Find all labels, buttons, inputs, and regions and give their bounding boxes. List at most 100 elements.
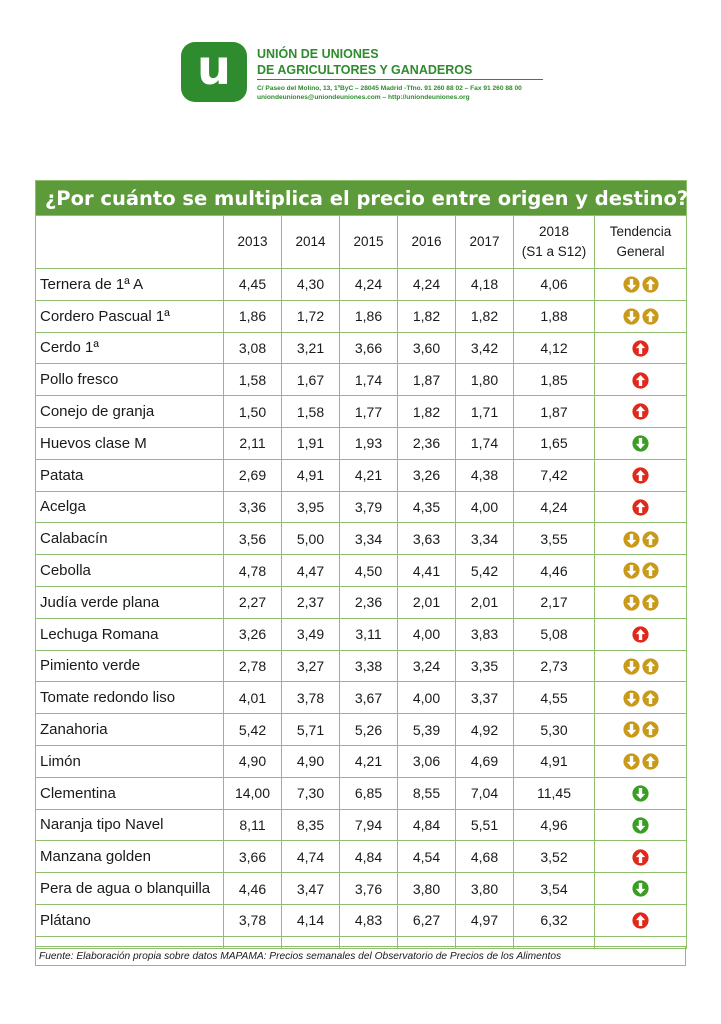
- multiplier-value: 2,37: [281, 585, 340, 619]
- table-row: Lechuga Romana 3,26 3,49 3,11 4,00 3,83 5,08: [35, 617, 688, 651]
- multiplier-value: 3,35: [455, 649, 514, 683]
- multiplier-value: 1,86: [339, 299, 398, 333]
- table-row: Conejo de granja 1,50 1,58 1,77 1,82 1,71 1,87: [35, 395, 688, 428]
- organization-name-line2: DE AGRICULTORES Y GANADEROS: [257, 63, 473, 77]
- table-row: Zanahoria 5,42 5,71 5,26 5,39 4,92 5,30: [35, 713, 688, 746]
- table-row: Huevos clase M 2,11 1,91 1,93 2,36 1,74 1,65: [35, 426, 688, 460]
- trend-indicator-up: [632, 372, 649, 389]
- multiplier-value: 4,84: [397, 808, 456, 842]
- multiplier-value: 4,24: [339, 268, 398, 301]
- product-name: Manzana golden: [35, 840, 224, 874]
- multiplier-value: 5,08: [513, 617, 595, 651]
- multiplier-value: 4,00: [397, 617, 456, 651]
- multiplier-value: 3,63: [397, 522, 456, 556]
- multiplier-value: 1,87: [397, 363, 456, 397]
- trend-cell: [593, 776, 688, 810]
- trend-cell: [593, 872, 688, 905]
- product-name: Conejo de granja: [35, 395, 224, 428]
- multiplier-value: 3,79: [339, 490, 398, 524]
- multiplier-value: 4,35: [397, 490, 456, 524]
- multiplier-value: 11,45: [513, 776, 595, 810]
- product-name: Plátano: [35, 903, 224, 937]
- column-header: 2018 (S1 a S12): [513, 215, 595, 269]
- multiplier-value: 5,42: [223, 713, 282, 746]
- multiplier-value: 1,88: [513, 299, 595, 333]
- table-row: Clementina 14,00 7,30 6,85 8,55 7,04 11,45: [35, 776, 688, 810]
- multiplier-value: 4,14: [281, 903, 340, 937]
- multiplier-value: 4,68: [455, 840, 514, 874]
- organization-contact: C/ Paseo del Molino, 13, 1ºByC – 28045 M…: [257, 84, 522, 102]
- multiplier-value: 4,24: [397, 268, 456, 301]
- trend-indicator-up: [632, 626, 649, 643]
- multiplier-value: 3,55: [513, 522, 595, 556]
- multiplier-value: 1,91: [281, 426, 340, 460]
- arrow-down-icon: [622, 594, 640, 611]
- multiplier-value: 2,01: [455, 585, 514, 619]
- trend-cell: [593, 395, 688, 428]
- multiplier-value: 3,78: [281, 681, 340, 715]
- multiplier-value: 7,94: [339, 808, 398, 842]
- table-row: Tomate redondo liso 4,01 3,78 3,67 4,00 3,37 4…: [35, 681, 688, 715]
- multiplier-value: 2,27: [223, 585, 282, 619]
- multiplier-value: 1,77: [339, 395, 398, 428]
- multiplier-value: 4,91: [281, 458, 340, 492]
- arrow-up-icon: [641, 721, 659, 739]
- arrow-up-icon: [632, 340, 649, 357]
- product-name: Limón: [35, 744, 224, 778]
- column-header: Tendencia General: [593, 215, 688, 269]
- product-name: Lechuga Romana: [35, 617, 224, 651]
- arrow-down-icon: [622, 658, 640, 675]
- multiplier-value: 3,34: [455, 522, 514, 556]
- multiplier-value: 4,06: [513, 268, 595, 301]
- multiplier-value: 4,01: [223, 681, 282, 715]
- multiplier-value: 6,85: [339, 776, 398, 810]
- price-multiplier-table: ¿Por cuánto se multiplica el precio entr…: [34, 180, 688, 949]
- multiplier-value: 4,54: [397, 840, 456, 874]
- product-name: Pollo fresco: [35, 363, 224, 397]
- arrow-up-icon: [641, 690, 659, 707]
- multiplier-value: 1,58: [223, 363, 282, 397]
- multiplier-value: 1,82: [397, 395, 456, 428]
- multiplier-value: 4,38: [455, 458, 514, 492]
- arrow-up-icon: [641, 308, 659, 325]
- product-name: Clementina: [35, 776, 224, 810]
- multiplier-value: 3,76: [339, 872, 398, 905]
- trend-cell: [593, 681, 688, 715]
- table-row: Ternera de 1ª A 4,45 4,30 4,24 4,24 4,18 4,06: [35, 268, 688, 301]
- multiplier-value: 5,30: [513, 713, 595, 746]
- column-header: 2015: [339, 215, 398, 269]
- trend-indicator-mixed: [622, 721, 659, 739]
- multiplier-value: 4,55: [513, 681, 595, 715]
- multiplier-value: 3,80: [455, 872, 514, 905]
- trend-indicator-down: [632, 785, 649, 802]
- multiplier-value: 3,36: [223, 490, 282, 524]
- column-header-row: 2013 2014 2015 2016 2017 2018 (S1 a S12) Tende…: [35, 215, 688, 269]
- arrow-down-icon: [622, 276, 640, 293]
- trend-indicator-up: [632, 499, 649, 516]
- trend-indicator-up: [632, 467, 649, 484]
- trend-cell: [593, 490, 688, 524]
- multiplier-value: 2,73: [513, 649, 595, 683]
- arrow-up-icon: [641, 594, 659, 611]
- table-row: Pimiento verde 2,78 3,27 3,38 3,24 3,35 2,73: [35, 649, 688, 683]
- table-row: Cerdo 1ª 3,08 3,21 3,66 3,60 3,42 4,12: [35, 331, 688, 365]
- multiplier-value: 3,27: [281, 649, 340, 683]
- multiplier-value: 4,96: [513, 808, 595, 842]
- multiplier-value: 1,58: [281, 395, 340, 428]
- multiplier-value: 5,39: [397, 713, 456, 746]
- multiplier-value: 3,47: [281, 872, 340, 905]
- trend-cell: [593, 554, 688, 587]
- arrow-up-icon: [641, 531, 659, 548]
- organization-name: UNIÓN DE UNIONES DE AGRICULTORES Y GANAD…: [257, 46, 472, 78]
- arrow-up-icon: [632, 849, 649, 866]
- product-name: Cebolla: [35, 554, 224, 587]
- trend-cell: [593, 426, 688, 460]
- trend-cell: [593, 458, 688, 492]
- arrow-up-icon: [641, 753, 659, 770]
- multiplier-value: 1,86: [223, 299, 282, 333]
- multiplier-value: 3,54: [513, 872, 595, 905]
- multiplier-value: 5,71: [281, 713, 340, 746]
- product-name: Tomate redondo liso: [35, 681, 224, 715]
- multiplier-value: 4,46: [223, 872, 282, 905]
- multiplier-value: 1,87: [513, 395, 595, 428]
